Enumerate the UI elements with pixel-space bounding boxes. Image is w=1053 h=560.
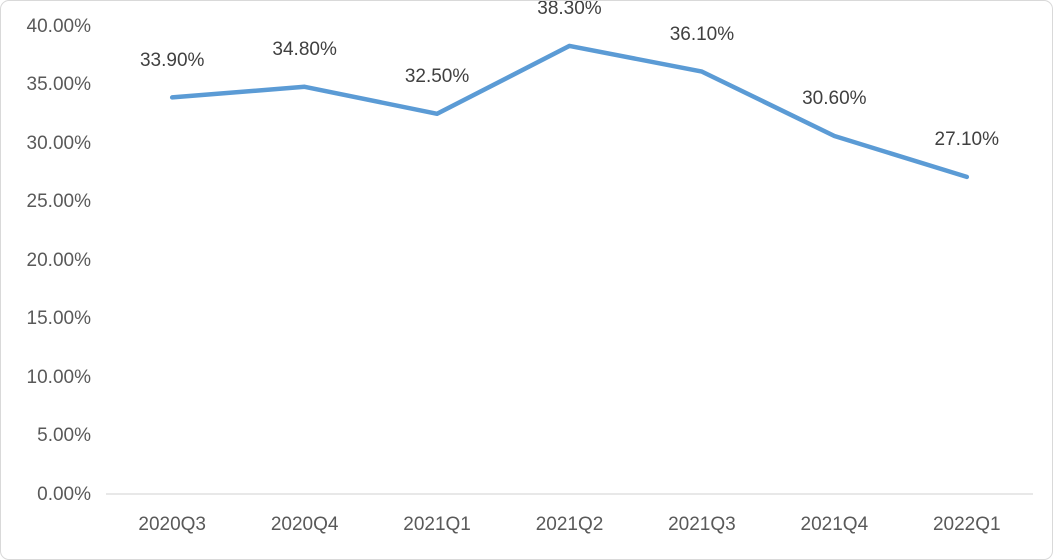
data-point-label: 27.10% [934,129,999,151]
y-axis-tick-label: 40.00% [26,15,91,37]
x-axis-tick-label: 2021Q3 [668,514,736,535]
data-point-label: 32.50% [404,66,470,88]
y-axis-tick-label: 10.00% [26,366,91,388]
series-line [169,43,970,180]
y-axis-tick-label: 15.00% [26,308,91,329]
data-point-label: 33.90% [139,49,205,71]
x-axis-tick-label: 2021Q1 [403,514,471,535]
y-axis-tick-label: 35.00% [26,74,91,95]
y-axis-tick-label: 20.00% [26,249,91,271]
y-axis-tick-label: 30.00% [26,132,91,154]
x-axis-tick-label: 2020Q3 [138,514,207,535]
x-axis-tick-label: 2022Q1 [932,514,1001,535]
data-point-label: 34.80% [272,39,337,61]
x-axis-tick-label: 2020Q4 [270,514,339,535]
x-axis-tick-label: 2021Q2 [535,514,604,535]
y-axis-tick-label: 25.00% [26,191,91,212]
y-axis-tick-label: 5.00% [37,425,91,446]
data-point-label: 36.10% [669,24,735,46]
data-point-label: 38.30% [537,0,602,20]
data-point-label: 30.60% [802,88,867,110]
y-axis-tick-label: 0.00% [37,483,91,505]
x-axis-tick-label: 2021Q4 [800,514,869,535]
